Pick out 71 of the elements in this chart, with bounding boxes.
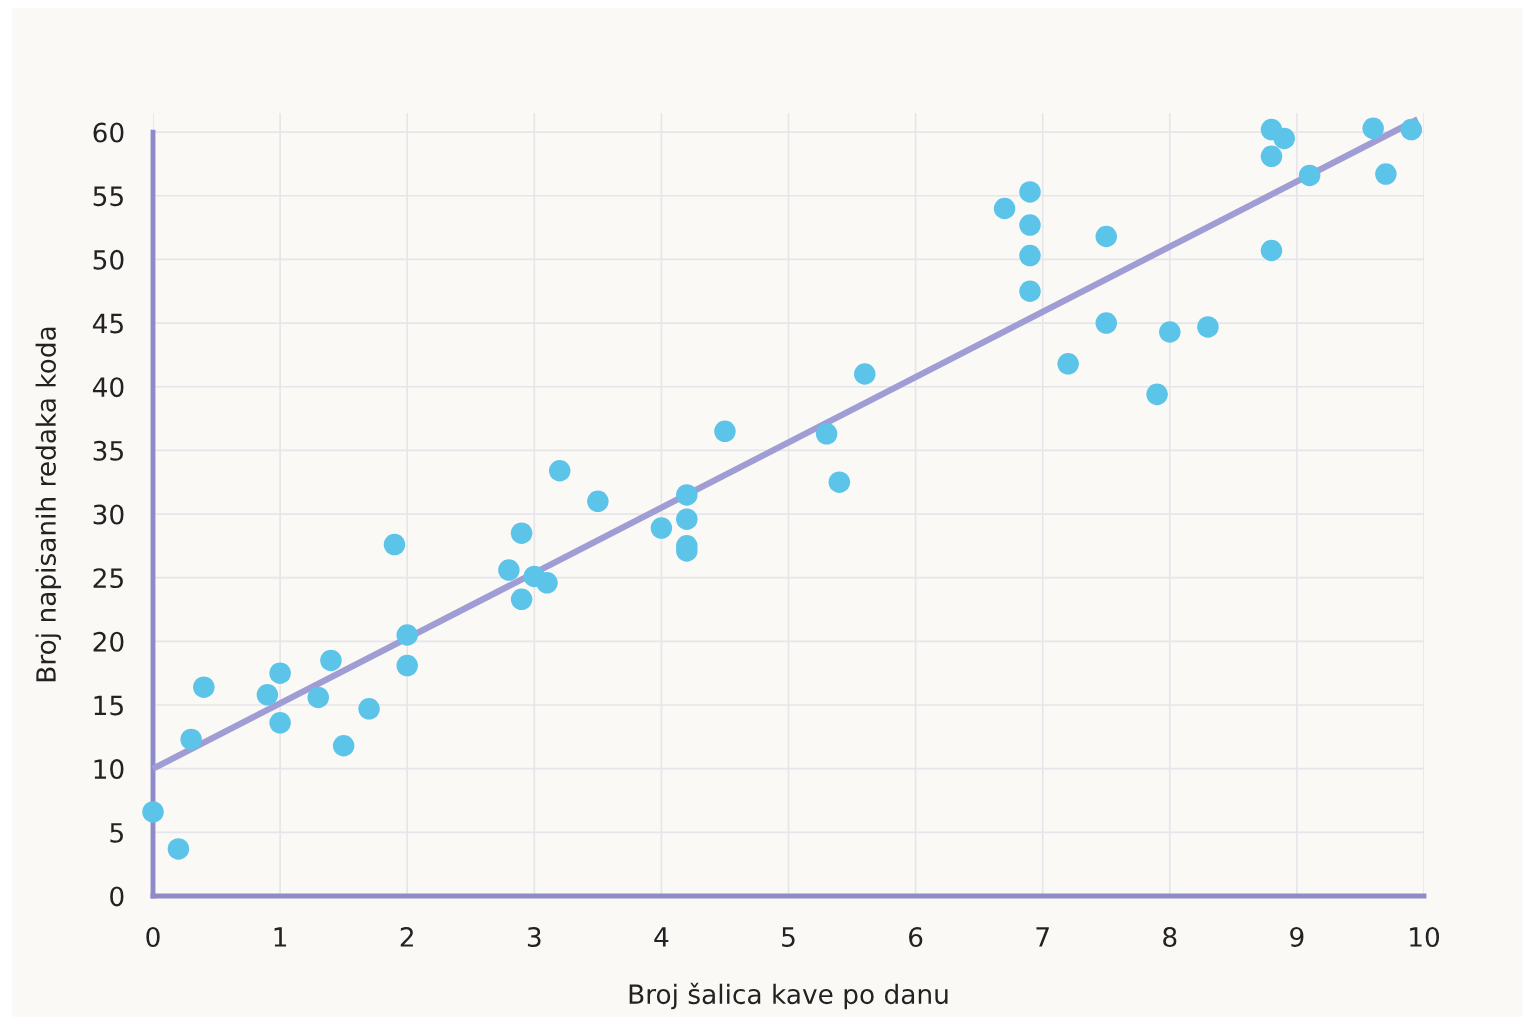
point: [1362, 117, 1384, 140]
point: [1146, 383, 1168, 406]
y-tick-label: 15: [94, 695, 123, 716]
point: [167, 838, 190, 860]
y-tick-label: 30: [93, 504, 124, 525]
y-tick-label: 20: [93, 631, 124, 652]
x-tick-label: 9: [1290, 927, 1304, 947]
point: [1298, 164, 1321, 187]
point: [854, 363, 876, 385]
point: [332, 735, 355, 757]
point: [548, 460, 571, 482]
point: [510, 522, 533, 544]
point: [510, 588, 533, 611]
point: [536, 572, 558, 594]
point: [587, 490, 609, 513]
point: [1057, 353, 1079, 375]
point: [828, 471, 851, 493]
point: [142, 801, 164, 823]
x-tick-label: 0: [146, 927, 160, 947]
x-tick-label: 2: [400, 927, 413, 947]
y-tick-label: 10: [94, 759, 124, 780]
point: [1400, 118, 1423, 141]
point: [1375, 163, 1397, 185]
point: [676, 484, 698, 506]
point: [193, 676, 215, 698]
y-tick-label: 25: [93, 568, 123, 589]
point: [269, 662, 291, 684]
y-tick-label: 55: [93, 186, 123, 207]
x-tick-label: 4: [654, 927, 669, 947]
point: [1019, 244, 1041, 267]
y-tick-label: 35: [93, 440, 123, 461]
point: [1273, 127, 1295, 150]
x-tick-label: 10: [1410, 927, 1440, 947]
point: [1019, 214, 1041, 236]
point: [396, 654, 418, 677]
point: [396, 624, 418, 646]
point: [383, 533, 406, 556]
point: [180, 728, 202, 751]
point: [307, 686, 329, 709]
x-tick-label: 6: [909, 927, 923, 947]
point: [1095, 225, 1118, 248]
point: [1019, 280, 1041, 302]
y-tick-label: 50: [93, 249, 124, 270]
point: [714, 420, 736, 443]
x-tick-label: 3: [527, 927, 541, 947]
point: [320, 649, 342, 672]
point: [256, 684, 279, 706]
y-tick-label: 60: [93, 122, 124, 143]
y-tick-label: 0: [110, 886, 124, 907]
point: [269, 712, 291, 734]
point: [993, 197, 1016, 220]
y-tick-label: 40: [92, 377, 124, 398]
point: [1260, 145, 1283, 168]
point: [1197, 316, 1219, 338]
point: [1019, 181, 1041, 203]
x-tick-label: 8: [1163, 927, 1177, 947]
point: [676, 508, 698, 530]
point: [650, 517, 673, 539]
y-axis-title: Broj napisanih redaka koda: [35, 327, 62, 682]
point: [358, 698, 380, 720]
y-tick-label: 5: [110, 823, 123, 843]
point: [1095, 312, 1118, 334]
point: [498, 559, 520, 581]
x-axis-title: Broj šalica kave po danu: [629, 982, 948, 1010]
x-tick-label: 5: [782, 927, 795, 947]
point: [1260, 239, 1283, 262]
x-tick-label: 1: [274, 927, 287, 947]
point: [815, 423, 838, 445]
point: [1159, 321, 1181, 343]
x-tick-label: 7: [1036, 927, 1049, 947]
y-tick-label: 45: [92, 313, 123, 334]
